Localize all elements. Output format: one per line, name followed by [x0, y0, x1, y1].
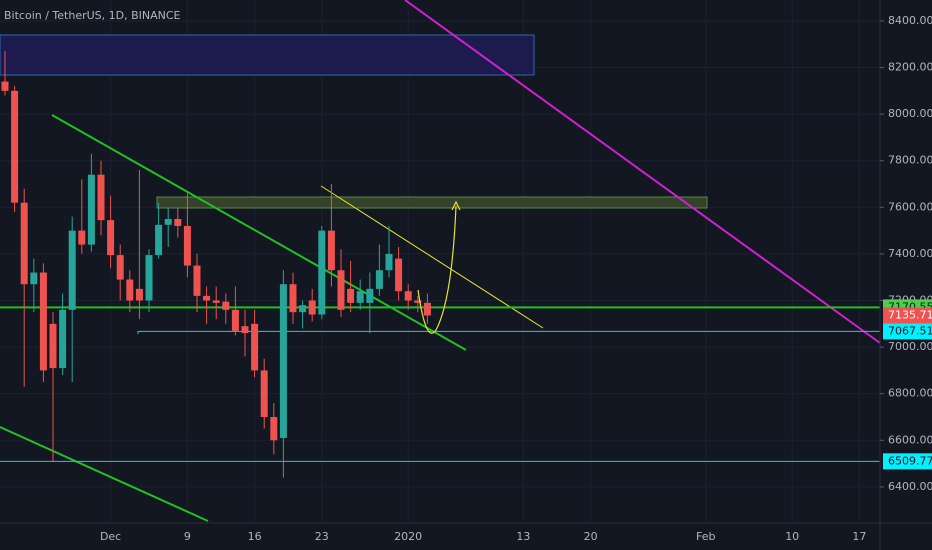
candle-body: [164, 218, 172, 225]
y-tick-label: 8400.00: [888, 14, 932, 27]
candle-body: [356, 291, 364, 303]
candle-body: [30, 272, 38, 285]
candle-body: [212, 300, 220, 303]
axes: 6400.006600.006800.007000.007200.007400.…: [100, 14, 932, 543]
candle-body: [116, 255, 124, 280]
price-label-box: [883, 453, 932, 470]
y-tick-label: 6600.00: [888, 433, 932, 446]
candle-body: [289, 284, 297, 313]
x-tick-label: 17: [852, 530, 866, 543]
candle-body: [59, 309, 67, 369]
candle-body: [251, 323, 259, 371]
candle-body: [145, 255, 153, 301]
price-label-box: [883, 323, 932, 340]
candle-body: [135, 288, 143, 301]
candle-body: [203, 295, 211, 301]
trend-line: [0, 426, 209, 522]
chart-title: Bitcoin / TetherUS, 1D, BINANCE: [4, 9, 181, 22]
x-tick-label: Feb: [696, 530, 715, 543]
candle-body: [347, 288, 355, 303]
last-price-label: 7135.71: [888, 308, 932, 321]
trend-line: [404, 0, 881, 344]
projection-arrow: [417, 205, 457, 334]
candle-body: [155, 224, 163, 256]
candle-body: [414, 300, 422, 303]
candles: [1, 51, 431, 478]
candle-body: [222, 301, 230, 310]
zone-box: [156, 196, 708, 209]
candle-body: [11, 90, 19, 203]
candle-body: [375, 270, 383, 289]
x-tick-label: 16: [248, 530, 262, 543]
x-tick-label: 23: [315, 530, 329, 543]
candle-body: [404, 291, 412, 301]
price-label: 7067.51: [888, 324, 932, 337]
candle-body: [107, 220, 115, 256]
candle-body: [68, 230, 76, 310]
y-tick-label: 6400.00: [888, 480, 932, 493]
x-tick-label: 10: [785, 530, 799, 543]
y-tick-label: 8200.00: [888, 61, 932, 74]
y-tick-label: 8000.00: [888, 107, 932, 120]
trend-line: [320, 185, 544, 329]
candle-body: [260, 370, 268, 418]
candle-body: [39, 272, 47, 371]
arrow-head: [451, 200, 461, 211]
candle-body: [193, 265, 201, 296]
candle-body: [299, 305, 307, 313]
candle-body: [337, 270, 345, 310]
candle-body: [395, 258, 403, 292]
trend-line: [51, 114, 467, 351]
candle-body: [308, 300, 316, 315]
candle-body: [385, 253, 393, 271]
zone-box: [0, 34, 535, 76]
candle-body: [183, 225, 191, 266]
candle-body: [174, 218, 182, 226]
candle-body: [78, 230, 86, 245]
candle-body: [327, 230, 335, 271]
y-tick-label: 7800.00: [888, 154, 932, 167]
x-tick-label: 20: [584, 530, 598, 543]
x-tick-label: Dec: [100, 530, 121, 543]
candle-body: [20, 202, 28, 285]
y-tick-label: 7600.00: [888, 200, 932, 213]
y-tick-label: 7400.00: [888, 247, 932, 260]
candle-body: [318, 230, 326, 315]
last-price-box: [883, 307, 932, 324]
candle-body: [366, 288, 374, 303]
x-tick-label: 2020: [394, 530, 422, 543]
y-tick-label: 7000.00: [888, 340, 932, 353]
x-tick-label: 9: [184, 530, 191, 543]
candle-body: [231, 309, 239, 331]
y-tick-label: 6800.00: [888, 387, 932, 400]
candle-body: [97, 174, 105, 221]
candle-body: [423, 302, 431, 316]
candle-body: [49, 323, 57, 369]
price-label: 6509.77: [888, 454, 932, 467]
x-tick-label: 13: [516, 530, 530, 543]
candle-body: [279, 284, 287, 438]
candle-body: [1, 81, 9, 91]
candle-body: [87, 174, 95, 245]
candle-body: [126, 279, 134, 301]
levels: [0, 306, 880, 462]
candle-body: [241, 326, 249, 334]
candle-body: [270, 417, 278, 441]
